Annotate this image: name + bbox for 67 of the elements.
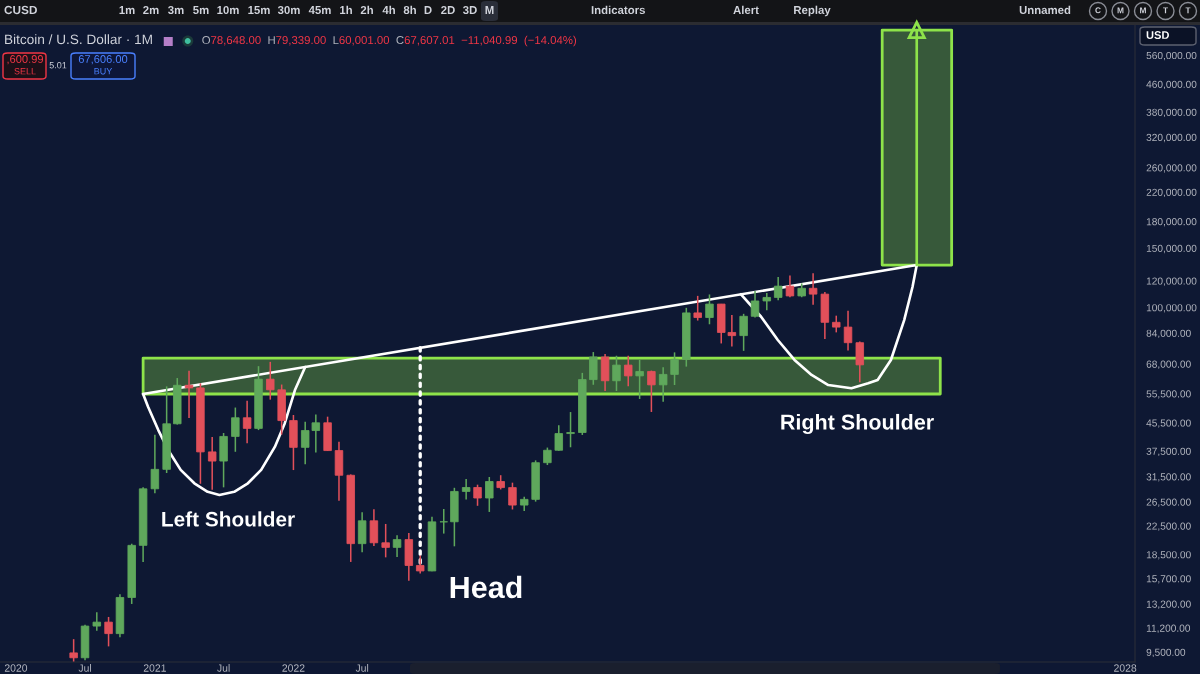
y-tick-label: 560,000.00 xyxy=(1146,51,1197,61)
annotation: Right Shoulder xyxy=(781,413,934,435)
text: 30m xyxy=(277,5,300,15)
x-tick-label: 2028 xyxy=(1114,664,1137,672)
text: 5m xyxy=(193,6,209,15)
text: M xyxy=(1140,7,1146,14)
text: Alert xyxy=(733,5,759,15)
y-tick-label: 31,500.00 xyxy=(1146,473,1191,482)
y-tick-label: 22,500.00 xyxy=(1146,522,1191,531)
text: Bitcoin / U.S. Dollar · 1M xyxy=(5,34,152,45)
text: M xyxy=(1117,7,1124,14)
y-tick-label: 260,000.00 xyxy=(1146,164,1197,173)
text: USD xyxy=(1146,31,1169,39)
text: 2D xyxy=(441,5,455,14)
text: 1m xyxy=(119,6,135,14)
text: 10m xyxy=(217,5,239,15)
x-tick-label: 2021 xyxy=(143,664,166,672)
annotation: SELL xyxy=(14,68,36,75)
y-tick-label: 55,500.00 xyxy=(1146,390,1191,399)
y-tick-label: 18,500.00 xyxy=(1146,551,1191,560)
annotation: 67,606.00 xyxy=(78,55,128,65)
annotation: Left Shoulder xyxy=(162,511,295,527)
text: Indicators xyxy=(591,5,645,15)
text: CUSD xyxy=(4,5,37,15)
text: D xyxy=(424,6,432,14)
text: 2h xyxy=(360,5,373,14)
text: 3m xyxy=(168,5,184,15)
annotation: BUY xyxy=(94,68,113,75)
text: 15m xyxy=(248,6,270,15)
y-tick-label: 9,500.00 xyxy=(1146,648,1186,658)
text: C xyxy=(1095,7,1101,14)
y-tick-label: 320,000.00 xyxy=(1146,133,1197,143)
y-tick-label: 120,000.00 xyxy=(1146,277,1197,286)
text: 45m xyxy=(308,6,331,15)
y-tick-label: 45,500.00 xyxy=(1146,419,1191,428)
text: 1h xyxy=(340,5,352,14)
text: 3D xyxy=(462,5,477,15)
x-tick-label: 2022 xyxy=(282,664,305,672)
y-tick-label: 220,000.00 xyxy=(1146,188,1197,198)
y-tick-label: 13,200.00 xyxy=(1146,600,1191,609)
text: T xyxy=(1163,7,1168,14)
text: T xyxy=(1185,7,1191,14)
text: O78,648.00 H79,339.00 L60,001.00 C67,607.01 −11,040.99 (−14.04%) xyxy=(202,35,577,47)
x-tick-label: Jul xyxy=(78,664,91,672)
text: 2m xyxy=(143,5,159,14)
text: Replay xyxy=(794,5,831,17)
y-tick-label: 180,000.00 xyxy=(1146,218,1197,227)
y-tick-label: 100,000.00 xyxy=(1146,304,1197,313)
y-tick-label: 37,500.00 xyxy=(1146,447,1191,457)
y-tick-label: 460,000.00 xyxy=(1146,80,1197,90)
annotation: Head xyxy=(450,575,522,599)
annotation: 5.01 xyxy=(49,62,67,69)
text: 8h xyxy=(403,5,416,15)
y-tick-label: 150,000.00 xyxy=(1146,244,1197,254)
x-tick-label: Jul xyxy=(355,664,369,672)
text: 4h xyxy=(382,5,395,14)
text: M xyxy=(485,6,494,14)
y-tick-label: 15,700.00 xyxy=(1146,575,1191,584)
y-tick-label: 11,200.00 xyxy=(1146,624,1191,633)
y-tick-label: 84,000.00 xyxy=(1146,329,1191,339)
text: Unnamed xyxy=(1019,5,1071,15)
annotation: ,600.99 xyxy=(7,55,44,65)
y-tick-label: 380,000.00 xyxy=(1146,108,1197,118)
y-tick-label: 26,500.00 xyxy=(1146,498,1191,507)
x-tick-label: Jul xyxy=(217,664,230,672)
y-tick-label: 68,000.00 xyxy=(1146,360,1191,369)
x-tick-label: 2020 xyxy=(4,664,28,672)
